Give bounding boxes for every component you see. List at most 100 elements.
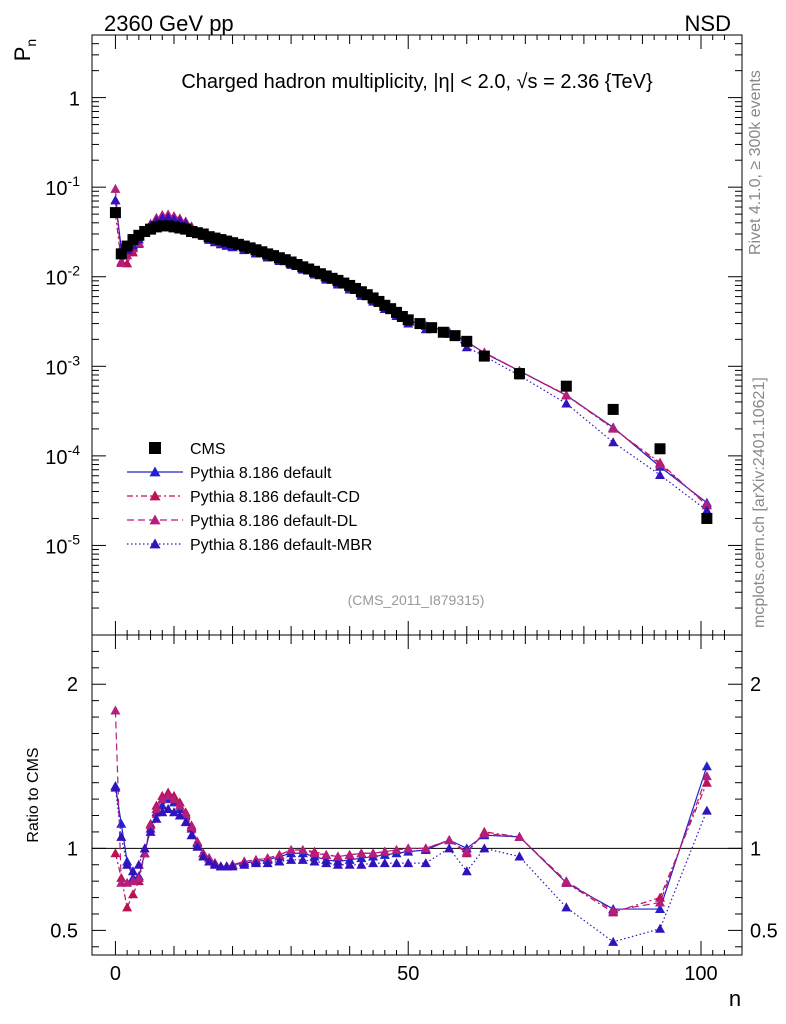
- y-tick-label: 10-3: [45, 352, 80, 379]
- ratio-series-point: [151, 813, 162, 823]
- ratio-series-point: [356, 859, 367, 869]
- header-process: NSD: [685, 11, 731, 36]
- y-axis-label: Pn: [10, 39, 39, 61]
- cms-point: [232, 238, 244, 250]
- ratio-tick-label-left: 1: [67, 838, 78, 860]
- ratio-series-point: [139, 843, 150, 853]
- ratio-series-point: [116, 818, 127, 828]
- ratio-series-point: [145, 820, 156, 830]
- y-tick-label: 10-1: [45, 173, 80, 200]
- cms-point: [180, 223, 192, 235]
- cms-point: [285, 256, 297, 268]
- ratio-series-point: [186, 822, 197, 831]
- ratio-series-point: [262, 858, 273, 868]
- ratio-axis-label: Ratio to CMS: [25, 747, 42, 842]
- ratio-series-point: [561, 876, 572, 886]
- ratio-series-point: [110, 705, 121, 715]
- legend-marker-cms: [149, 442, 161, 454]
- cms-point: [320, 270, 332, 282]
- cms-point: [238, 240, 250, 252]
- ratio-series-point: [514, 831, 525, 841]
- series-point: [655, 469, 666, 479]
- series-line: [114, 200, 708, 511]
- legend-marker: [149, 466, 161, 477]
- ratio-series-point: [116, 831, 127, 841]
- ratio-series-point: [444, 835, 455, 845]
- cms-point: [391, 306, 403, 318]
- cms-point: [607, 403, 619, 415]
- ratio-series-point: [391, 844, 402, 854]
- x-axis-label: n: [729, 986, 741, 1011]
- ratio-series-point: [309, 848, 320, 858]
- ratio-series-point: [286, 844, 297, 854]
- cms-point: [139, 225, 151, 237]
- ratio-series-point: [198, 851, 209, 861]
- legend-marker: [149, 538, 161, 549]
- cms-point: [145, 223, 157, 235]
- ratio-series-point: [297, 854, 308, 864]
- legend: CMS Pythia 8.186 default Pythia 8.186 defa…: [127, 441, 372, 554]
- ratio-series-point: [514, 851, 525, 861]
- ratio-series-point: [127, 876, 138, 886]
- ratio-series-point: [444, 843, 455, 853]
- cms-point: [291, 258, 303, 270]
- ratio-series-point: [139, 848, 150, 858]
- ratio-series-point: [608, 936, 619, 946]
- ratio-series-point: [479, 828, 490, 838]
- ratio-series-point: [479, 843, 490, 853]
- ratio-tick-label-left: 0.5: [50, 920, 78, 942]
- ratio-series-point: [174, 800, 185, 810]
- ratio-series-point: [110, 848, 121, 858]
- ratio-series-point: [192, 841, 203, 851]
- ratio-series-point: [321, 858, 332, 868]
- ratio-series-point: [274, 856, 285, 866]
- ratio-series-point: [163, 790, 174, 800]
- rivet-label: Rivet 4.1.0, ≥ 300k events: [747, 70, 764, 255]
- cms-point: [402, 314, 414, 326]
- series-point: [110, 183, 121, 193]
- cms-point: [560, 380, 572, 392]
- series-point: [116, 258, 127, 268]
- ratio-series-point: [332, 859, 343, 869]
- cms-point: [314, 268, 326, 280]
- ratio-series-point: [368, 858, 379, 868]
- ratio-series-point: [127, 889, 138, 899]
- mcplots-label: mcplots.cern.ch [arXiv:2401.10621]: [751, 377, 768, 628]
- cms-point: [268, 250, 280, 262]
- cms-point: [367, 292, 379, 304]
- cms-point: [209, 232, 221, 244]
- main-axes: 10-5 10-4 10-3 10-2 10-1 1: [45, 34, 742, 636]
- ratio-series-point: [180, 817, 191, 827]
- ratio-series-line: [114, 766, 708, 910]
- y-tick-label: 10-2: [45, 263, 80, 290]
- cms-point: [186, 225, 198, 237]
- ratio-series-point: [461, 866, 472, 876]
- cms-point: [513, 368, 525, 380]
- series-point: [561, 389, 572, 399]
- ratio-series-point: [561, 902, 572, 912]
- cms-point: [109, 207, 121, 219]
- ratio-series-point: [332, 851, 343, 861]
- ratio-series-point: [655, 923, 666, 933]
- series-point: [561, 398, 572, 408]
- cms-point: [273, 252, 285, 264]
- ratio-series-point: [239, 859, 250, 869]
- ratio-series-point: [186, 830, 197, 840]
- ratio-series-point: [145, 826, 156, 836]
- legend-marker: [149, 514, 161, 525]
- cms-point: [701, 512, 713, 524]
- legend-label: Pythia 8.186 default-DL: [190, 513, 357, 530]
- cms-point: [361, 289, 373, 301]
- ratio-series-point: [701, 761, 712, 771]
- series-point: [701, 499, 712, 509]
- cms-point: [461, 335, 473, 347]
- cms-point: [133, 229, 145, 241]
- ratio-series-point: [168, 794, 179, 804]
- ratio-series-point: [209, 859, 220, 869]
- ratio-series-point: [110, 782, 121, 792]
- ratio-series-point: [192, 836, 203, 846]
- cms-point: [396, 310, 408, 322]
- ratio-series-point: [122, 859, 133, 869]
- series-point: [608, 423, 619, 433]
- cms-point: [215, 234, 227, 246]
